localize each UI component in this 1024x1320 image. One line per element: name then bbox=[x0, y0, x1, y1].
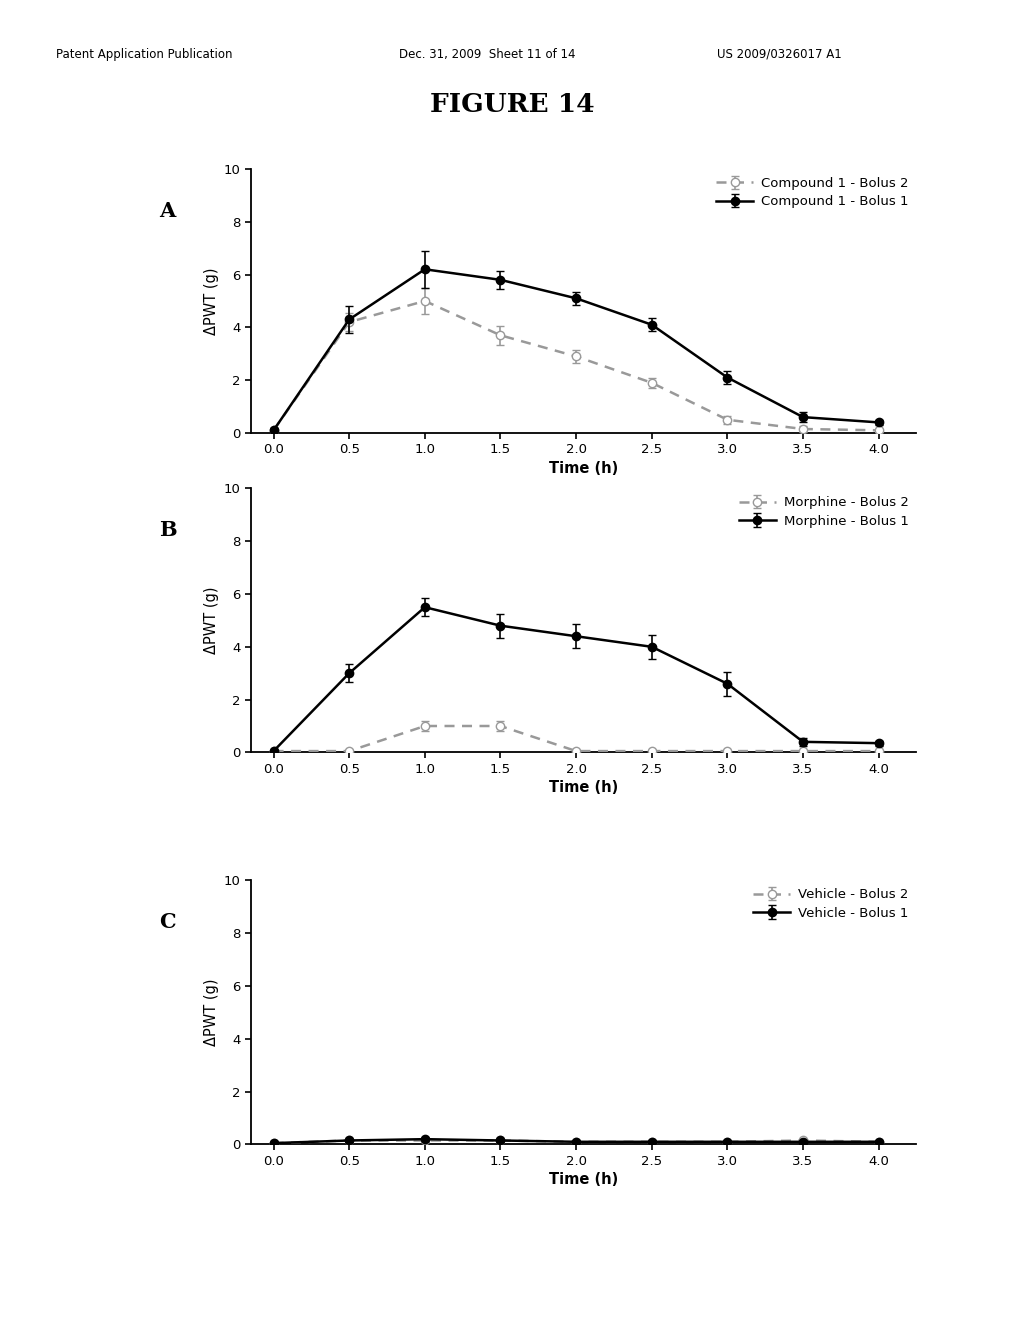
Text: A: A bbox=[159, 201, 175, 220]
X-axis label: Time (h): Time (h) bbox=[549, 780, 618, 795]
X-axis label: Time (h): Time (h) bbox=[549, 1172, 618, 1187]
Text: Dec. 31, 2009  Sheet 11 of 14: Dec. 31, 2009 Sheet 11 of 14 bbox=[399, 48, 575, 61]
Text: Patent Application Publication: Patent Application Publication bbox=[56, 48, 232, 61]
X-axis label: Time (h): Time (h) bbox=[549, 461, 618, 475]
Text: FIGURE 14: FIGURE 14 bbox=[430, 92, 594, 117]
Text: US 2009/0326017 A1: US 2009/0326017 A1 bbox=[717, 48, 842, 61]
Legend: Vehicle - Bolus 2, Vehicle - Bolus 1: Vehicle - Bolus 2, Vehicle - Bolus 1 bbox=[749, 883, 913, 925]
Text: B: B bbox=[159, 520, 176, 540]
Y-axis label: ΔPWT (g): ΔPWT (g) bbox=[205, 978, 219, 1047]
Legend: Morphine - Bolus 2, Morphine - Bolus 1: Morphine - Bolus 2, Morphine - Bolus 1 bbox=[733, 491, 913, 533]
Legend: Compound 1 - Bolus 2, Compound 1 - Bolus 1: Compound 1 - Bolus 2, Compound 1 - Bolus… bbox=[711, 172, 913, 214]
Y-axis label: ΔPWT (g): ΔPWT (g) bbox=[205, 586, 219, 655]
Y-axis label: ΔPWT (g): ΔPWT (g) bbox=[205, 267, 219, 335]
Text: C: C bbox=[159, 912, 175, 932]
